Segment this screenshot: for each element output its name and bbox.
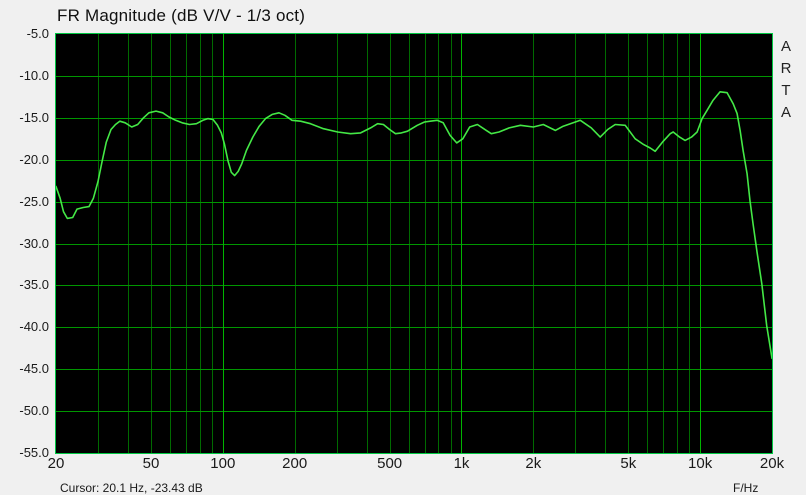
y-tick-label: -5.0 (26, 26, 49, 41)
fr-magnitude-chart[interactable] (56, 34, 772, 453)
x-tick-label: 100 (210, 455, 236, 472)
y-tick-label: -50.0 (19, 403, 49, 419)
y-tick-label: -45.0 (19, 361, 49, 377)
fr-trace (56, 90, 772, 360)
x-tick-label: 500 (377, 455, 403, 472)
y-tick-label: -40.0 (19, 319, 49, 335)
y-tick-label: -25.0 (19, 193, 49, 209)
x-tick-label: 20 (47, 455, 65, 472)
arta-watermark-letter: A (780, 104, 791, 121)
frequency-unit-label: F/Hz (733, 481, 759, 495)
chart-title: FR Magnitude (dB V/V - 1/3 oct) (57, 6, 306, 25)
x-tick-label: 10k (688, 455, 713, 472)
arta-watermark-letter: T (781, 82, 791, 99)
x-tick-label: 200 (282, 455, 308, 472)
y-tick-label: -20.0 (19, 151, 49, 167)
x-tick-label: 5k (620, 455, 637, 472)
arta-watermark-letter: R (780, 60, 792, 77)
plot-area[interactable] (55, 33, 773, 454)
arta-watermark-letter: A (780, 38, 791, 55)
y-tick-label: -35.0 (19, 277, 49, 293)
y-tick-label: -30.0 (19, 235, 49, 251)
x-tick-label: 2k (525, 455, 542, 472)
x-tick-label: 1k (453, 455, 470, 472)
status-cursor-text: Cursor: 20.1 Hz, -23.43 dB (60, 481, 203, 495)
y-tick-label: -55.0 (19, 445, 49, 460)
y-tick-label: -15.0 (19, 109, 49, 125)
y-tick-label: -10.0 (19, 67, 49, 83)
x-tick-label: 20k (759, 455, 785, 472)
x-tick-label: 50 (142, 455, 160, 472)
